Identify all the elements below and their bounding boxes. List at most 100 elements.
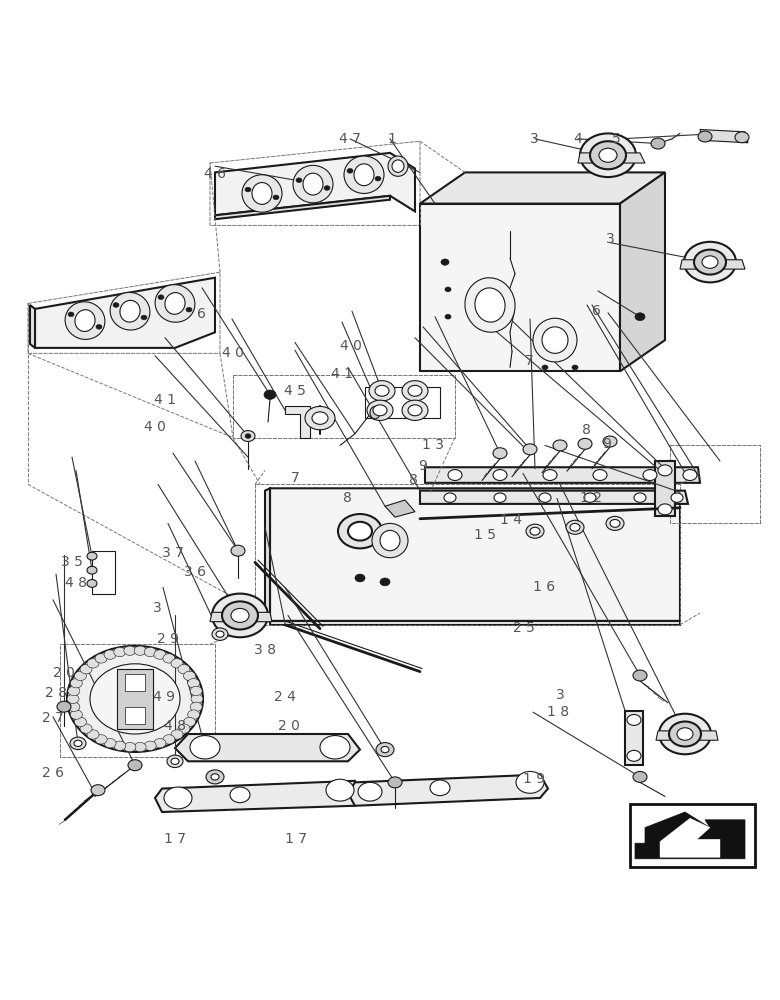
Ellipse shape — [627, 750, 641, 761]
Ellipse shape — [264, 390, 276, 399]
Polygon shape — [655, 461, 675, 516]
Ellipse shape — [231, 608, 249, 622]
Polygon shape — [285, 406, 310, 438]
Text: 4 5: 4 5 — [284, 384, 306, 398]
Ellipse shape — [190, 702, 202, 712]
Ellipse shape — [144, 647, 156, 657]
Ellipse shape — [553, 440, 567, 451]
Ellipse shape — [372, 523, 408, 558]
Polygon shape — [215, 196, 390, 219]
Text: 2 7: 2 7 — [42, 711, 64, 725]
Polygon shape — [630, 804, 755, 867]
Text: 3: 3 — [555, 688, 565, 702]
Text: 2 5: 2 5 — [513, 621, 535, 635]
Ellipse shape — [211, 774, 219, 780]
Ellipse shape — [408, 405, 422, 416]
Ellipse shape — [381, 746, 389, 753]
Ellipse shape — [231, 545, 245, 556]
Ellipse shape — [178, 665, 190, 674]
Ellipse shape — [445, 287, 451, 292]
Ellipse shape — [677, 728, 693, 740]
Ellipse shape — [671, 493, 683, 502]
Ellipse shape — [183, 671, 196, 681]
Ellipse shape — [296, 178, 302, 183]
Ellipse shape — [216, 631, 224, 637]
Text: 9: 9 — [602, 437, 612, 451]
Ellipse shape — [543, 470, 557, 481]
Ellipse shape — [80, 665, 92, 674]
Text: 4 1: 4 1 — [331, 367, 353, 381]
Ellipse shape — [367, 400, 393, 420]
Ellipse shape — [87, 730, 99, 739]
Ellipse shape — [188, 710, 200, 719]
Polygon shape — [92, 551, 115, 594]
Ellipse shape — [430, 780, 450, 796]
Ellipse shape — [465, 278, 515, 332]
Ellipse shape — [320, 736, 350, 759]
Ellipse shape — [164, 787, 192, 809]
Ellipse shape — [702, 256, 718, 268]
Ellipse shape — [114, 741, 126, 750]
Ellipse shape — [154, 739, 166, 748]
Text: 2 6: 2 6 — [42, 766, 64, 780]
Polygon shape — [625, 711, 643, 765]
Ellipse shape — [178, 724, 190, 733]
Ellipse shape — [167, 755, 183, 768]
Text: 1 4: 1 4 — [500, 513, 522, 527]
Polygon shape — [175, 734, 360, 761]
Text: 1 9: 1 9 — [523, 772, 545, 786]
Polygon shape — [680, 260, 745, 269]
Ellipse shape — [402, 400, 428, 420]
Ellipse shape — [80, 724, 92, 733]
Ellipse shape — [104, 739, 116, 748]
Ellipse shape — [445, 314, 451, 319]
Text: 1 7: 1 7 — [165, 832, 186, 846]
Polygon shape — [265, 488, 270, 621]
Text: 1 6: 1 6 — [534, 580, 555, 594]
Ellipse shape — [57, 701, 71, 712]
Ellipse shape — [354, 164, 374, 186]
Ellipse shape — [324, 186, 330, 190]
Ellipse shape — [735, 132, 749, 143]
Text: 1 3: 1 3 — [422, 438, 444, 452]
Ellipse shape — [635, 313, 645, 321]
Text: 4 0: 4 0 — [340, 339, 362, 353]
Ellipse shape — [68, 702, 80, 712]
Text: 4 0: 4 0 — [144, 420, 165, 434]
Ellipse shape — [338, 514, 382, 548]
Ellipse shape — [212, 594, 268, 637]
Text: 8: 8 — [409, 473, 418, 487]
Ellipse shape — [375, 385, 389, 396]
Ellipse shape — [230, 787, 250, 803]
Ellipse shape — [155, 285, 195, 322]
Ellipse shape — [444, 493, 456, 502]
Ellipse shape — [206, 770, 224, 784]
Ellipse shape — [171, 730, 183, 739]
Ellipse shape — [67, 646, 203, 752]
Text: 8: 8 — [342, 491, 352, 505]
Text: 3 6: 3 6 — [184, 565, 206, 579]
Ellipse shape — [516, 771, 544, 793]
Ellipse shape — [163, 735, 175, 744]
Text: 4 8: 4 8 — [66, 576, 87, 590]
Ellipse shape — [95, 735, 107, 744]
Text: 2 8: 2 8 — [45, 686, 67, 700]
Ellipse shape — [245, 434, 251, 438]
Ellipse shape — [539, 493, 551, 502]
Ellipse shape — [141, 315, 147, 320]
Ellipse shape — [643, 470, 657, 481]
Ellipse shape — [171, 758, 179, 764]
Ellipse shape — [124, 646, 136, 655]
Ellipse shape — [188, 679, 200, 688]
Ellipse shape — [87, 552, 97, 560]
Ellipse shape — [344, 156, 384, 193]
Text: 5: 5 — [612, 132, 621, 146]
Ellipse shape — [684, 242, 736, 282]
Ellipse shape — [402, 381, 428, 401]
Polygon shape — [620, 172, 665, 371]
Text: 4 8: 4 8 — [165, 719, 186, 733]
Polygon shape — [35, 278, 215, 348]
Text: 4: 4 — [573, 132, 582, 146]
Ellipse shape — [242, 175, 282, 212]
Ellipse shape — [65, 302, 105, 339]
